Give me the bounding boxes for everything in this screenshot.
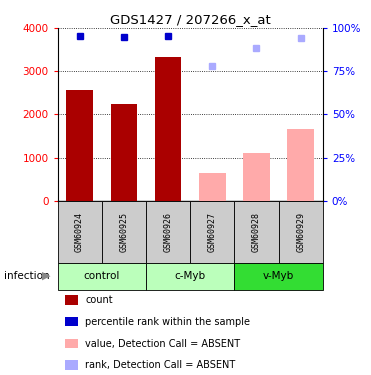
- Bar: [243, 153, 270, 201]
- Bar: [66, 90, 93, 201]
- Bar: [146, 201, 190, 262]
- Bar: [279, 201, 323, 262]
- Text: GSM60927: GSM60927: [208, 211, 217, 252]
- Bar: [288, 129, 314, 201]
- Text: GSM60929: GSM60929: [296, 211, 305, 252]
- Title: GDS1427 / 207266_x_at: GDS1427 / 207266_x_at: [110, 13, 270, 26]
- Text: value, Detection Call = ABSENT: value, Detection Call = ABSENT: [85, 339, 240, 348]
- Text: rank, Detection Call = ABSENT: rank, Detection Call = ABSENT: [85, 360, 236, 370]
- Bar: [190, 201, 234, 262]
- Bar: [234, 201, 279, 262]
- Text: ▶: ▶: [42, 271, 50, 281]
- Bar: [146, 262, 234, 290]
- Bar: [234, 262, 323, 290]
- Text: infection: infection: [4, 271, 49, 281]
- Bar: [199, 173, 226, 201]
- Text: GSM60928: GSM60928: [252, 211, 261, 252]
- Text: GSM60925: GSM60925: [119, 211, 128, 252]
- Text: GSM60926: GSM60926: [164, 211, 173, 252]
- Text: control: control: [83, 271, 120, 281]
- Bar: [58, 262, 146, 290]
- Text: v-Myb: v-Myb: [263, 271, 294, 281]
- Text: GSM60924: GSM60924: [75, 211, 84, 252]
- Text: c-Myb: c-Myb: [175, 271, 206, 281]
- Text: percentile rank within the sample: percentile rank within the sample: [85, 317, 250, 327]
- Bar: [58, 201, 102, 262]
- Text: count: count: [85, 295, 113, 305]
- Bar: [102, 201, 146, 262]
- Bar: [155, 57, 181, 201]
- Bar: [111, 104, 137, 201]
